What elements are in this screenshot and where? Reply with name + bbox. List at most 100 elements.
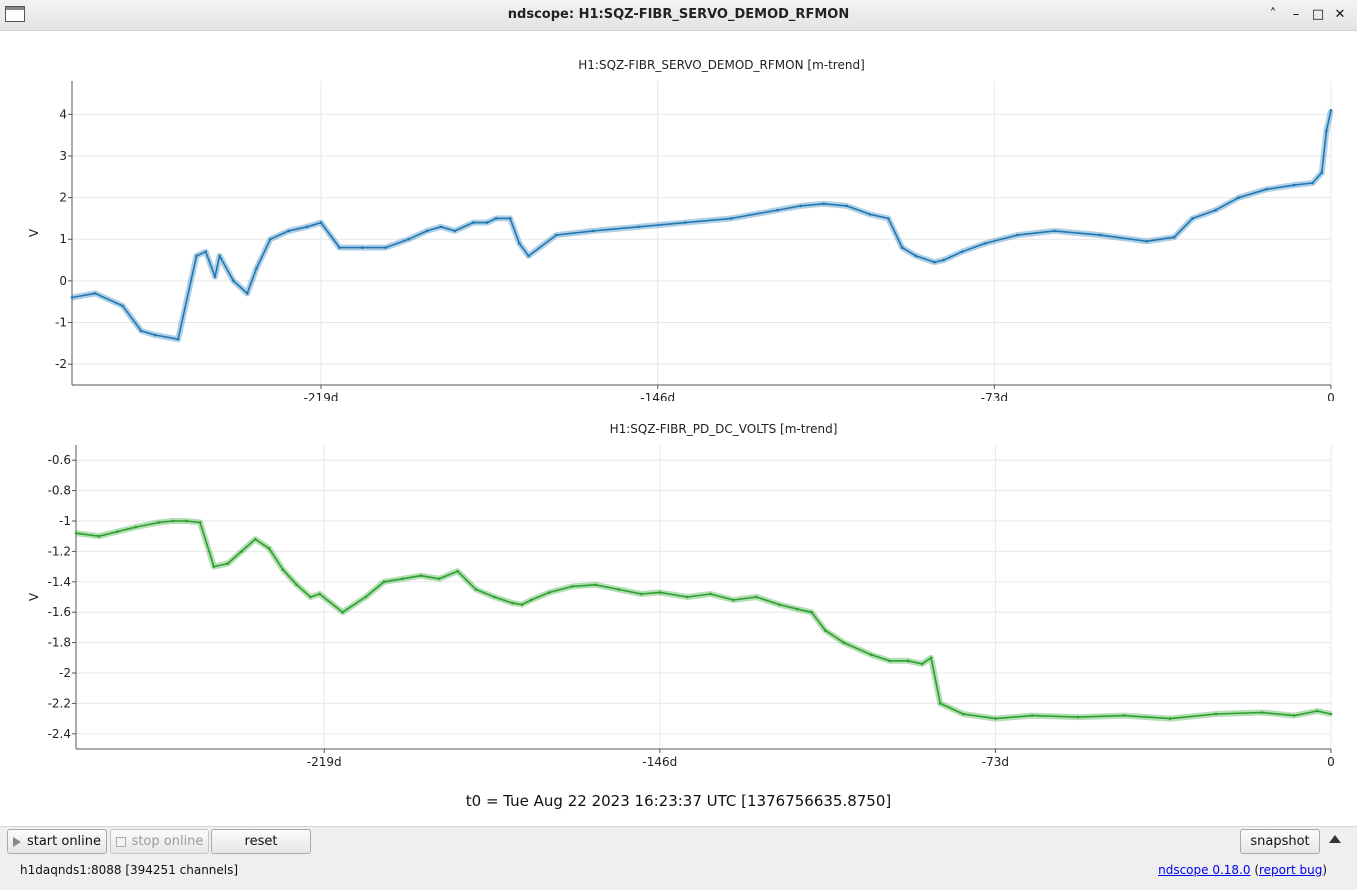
data-point (686, 595, 689, 599)
rfmon-plot[interactable]: H1:SQZ-FIBR_SERVO_DEMOD_RFMON [m-trend] -… (0, 31, 1357, 401)
x-tick-label: -146d (640, 391, 675, 401)
play-icon (12, 836, 21, 847)
y-tick-label: 0 (59, 274, 67, 288)
pd-dc-volts-plot[interactable]: H1:SQZ-FIBR_PD_DC_VOLTS [m-trend] -2.4 -2.… (0, 395, 1357, 785)
data-point (1325, 129, 1328, 133)
data-point (341, 610, 344, 614)
data-point (1076, 715, 1080, 719)
data-point (384, 246, 387, 249)
data-point (382, 580, 386, 584)
data-point (983, 242, 987, 245)
data-point (548, 591, 551, 594)
data-point (319, 221, 323, 224)
y-tick-label: 4 (59, 107, 67, 121)
stop-online-label: stop online (131, 834, 204, 849)
stop-icon (115, 836, 126, 847)
y-tick-label: -1.8 (48, 636, 71, 650)
data-point (994, 717, 997, 720)
data-point (942, 258, 945, 262)
app-window-icon[interactable] (5, 6, 25, 22)
data-point (1214, 208, 1218, 212)
data-point (287, 229, 291, 233)
data-point (338, 246, 341, 249)
data-point (493, 595, 496, 599)
maximize-icon[interactable]: □ (1311, 7, 1325, 22)
data-point (796, 607, 800, 611)
stop-online-button[interactable]: stop online (110, 829, 209, 854)
data-point (401, 577, 404, 581)
version-link[interactable]: ndscope 0.18.0 (1158, 863, 1251, 877)
start-online-button[interactable]: start online (7, 829, 107, 854)
chevron-up-icon[interactable]: ˄ (1269, 7, 1277, 22)
data-point (253, 537, 257, 541)
y-tick-label: -0.8 (48, 484, 71, 498)
data-point (554, 233, 558, 237)
series-band (75, 518, 1332, 722)
data-point (153, 333, 157, 337)
data-point (1311, 181, 1314, 185)
data-point (709, 592, 712, 596)
report-bug-link[interactable]: report bug (1259, 863, 1323, 877)
data-point (176, 337, 180, 341)
open-paren: ( (1250, 863, 1259, 877)
x-tick-label: -146d (642, 755, 677, 769)
data-point (900, 246, 904, 249)
data-point (116, 530, 119, 533)
data-point (267, 547, 271, 550)
data-point (309, 595, 312, 599)
data-point (1030, 714, 1034, 717)
data-point (97, 534, 101, 538)
data-point (157, 521, 161, 524)
plot-area[interactable]: H1:SQZ-FIBR_SERVO_DEMOD_RFMON [m-trend] -… (0, 31, 1357, 826)
snapshot-button[interactable]: snapshot (1240, 829, 1320, 854)
y-tick-label: -1.4 (48, 575, 71, 589)
y-tick-label: 2 (59, 191, 67, 205)
reset-label: reset (244, 834, 278, 849)
data-point (121, 304, 125, 308)
data-point (485, 221, 489, 224)
server-status: h1daqnds1:8088 [394251 channels] (20, 863, 239, 877)
data-point (240, 550, 243, 553)
t0-label: t0 = Tue Aug 22 2023 16:23:37 UTC [13767… (465, 792, 892, 810)
data-point (471, 221, 475, 224)
y-tick-label: -2.2 (48, 696, 71, 710)
close-icon[interactable]: ✕ (1334, 7, 1346, 22)
data-point (594, 583, 597, 587)
data-point (453, 229, 457, 233)
data-point (185, 519, 188, 523)
x-tick-label: -219d (304, 391, 339, 401)
x-tick-label: -73d (982, 755, 1009, 769)
x-tick-label: -73d (981, 391, 1008, 401)
snapshot-label: snapshot (1250, 834, 1310, 849)
data-point (810, 610, 813, 614)
x-tick-label: 0 (1327, 391, 1335, 401)
start-online-label: start online (26, 834, 102, 849)
data-point (929, 656, 933, 660)
data-point (527, 254, 530, 258)
data-point (1214, 712, 1218, 716)
series-line (71, 110, 1332, 341)
data-point (914, 254, 918, 258)
data-point (1016, 233, 1019, 237)
minimize-icon[interactable]: – (1292, 7, 1300, 22)
collapse-triangle-icon[interactable] (1329, 835, 1341, 843)
data-point (920, 662, 924, 666)
data-point (906, 659, 910, 663)
data-point (474, 588, 478, 591)
series-band (71, 109, 1334, 343)
control-bar: start online stop online reset snapshot … (0, 826, 1357, 890)
data-point (93, 292, 97, 295)
data-point (869, 653, 873, 657)
window-titlebar[interactable]: ndscope: H1:SQZ-FIBR_SERVO_DEMOD_RFMON ˄… (0, 0, 1357, 31)
data-point (1315, 709, 1319, 713)
data-point (868, 212, 872, 216)
data-point (171, 519, 174, 523)
data-point (439, 225, 443, 229)
data-point (886, 217, 890, 220)
reset-button[interactable]: reset (211, 829, 311, 854)
data-point (245, 292, 249, 295)
data-point (938, 702, 942, 705)
y-tick-label: -1 (59, 514, 71, 528)
data-point (212, 565, 216, 568)
data-point (529, 598, 533, 602)
